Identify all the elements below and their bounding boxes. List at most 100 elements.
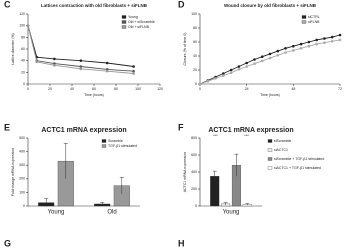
- point: [268, 52, 272, 56]
- y-tick-label: 40: [193, 54, 197, 58]
- point: [229, 68, 233, 72]
- legend-swatch: [301, 15, 307, 19]
- y-tick-label: 0: [195, 204, 197, 208]
- y-tick-label: 60: [193, 40, 197, 44]
- point: [284, 47, 287, 50]
- chart-title: Lattices contraction with old fibroblast…: [41, 3, 148, 8]
- annotation: ***: [213, 133, 218, 138]
- legend-swatch: [267, 157, 273, 161]
- point: [105, 69, 109, 73]
- point: [105, 61, 109, 65]
- y-tick-label: 20: [193, 68, 197, 72]
- chart-title: Wound closure by old fibroblasts + siFLN…: [224, 3, 317, 8]
- legend-label: Old + siFLNB: [128, 25, 150, 29]
- y-tick-label: 80: [193, 26, 197, 30]
- point: [292, 44, 295, 48]
- chart-title: ACTC1 mRNA expression: [208, 127, 293, 134]
- point: [315, 38, 318, 42]
- legend-swatch: [121, 15, 127, 19]
- point: [323, 37, 326, 40]
- y-tick-label: 120: [19, 12, 25, 16]
- y-tick-label: 100: [191, 12, 197, 16]
- x-tick-label: 20: [48, 87, 52, 91]
- x-tick-label: Old: [107, 210, 116, 216]
- legend-swatch: [121, 25, 127, 29]
- x-tick-label: 72: [338, 87, 342, 91]
- point: [253, 62, 256, 65]
- point: [229, 71, 233, 75]
- annotation: ***: [244, 133, 249, 138]
- y-tick-label: 0: [23, 82, 25, 86]
- legend-label: siScramble + TGF-β1 stimulated: [274, 157, 324, 161]
- y-axis-label: ACTC1 mRNA expression: [183, 152, 187, 193]
- legend-label: siCTRL: [308, 15, 320, 19]
- legend-swatch: [267, 139, 273, 143]
- y-tick-label: 100: [19, 190, 25, 194]
- point: [268, 56, 272, 60]
- point: [198, 82, 202, 86]
- y-tick-label: 300: [19, 163, 25, 167]
- legend-label: siScramble: [274, 139, 291, 143]
- legend-swatch: [101, 144, 107, 148]
- x-tick-label: 0: [199, 87, 201, 91]
- series-line: [27, 25, 134, 74]
- point: [237, 68, 241, 71]
- y-tick-label: 200: [191, 187, 197, 191]
- point: [338, 38, 342, 42]
- y-axis-label: Fold change mRNA expression: [11, 148, 15, 196]
- legend-swatch: [267, 166, 273, 170]
- y-tick-label: 60: [21, 47, 25, 51]
- y-tick-label: 500: [19, 136, 25, 140]
- point: [260, 55, 264, 58]
- point: [299, 47, 303, 50]
- y-tick-label: 20: [21, 70, 25, 74]
- point: [292, 49, 295, 52]
- legend-label: Scramble: [108, 139, 123, 143]
- point: [245, 61, 248, 65]
- y-tick-label: 800: [191, 136, 197, 140]
- point: [245, 65, 248, 68]
- legend-swatch: [301, 20, 307, 24]
- point: [79, 65, 83, 68]
- point: [53, 57, 56, 61]
- point: [132, 69, 135, 73]
- point: [132, 65, 135, 68]
- legend-label: Old + siScramble: [128, 20, 155, 24]
- x-tick-label: Young: [223, 210, 240, 216]
- point: [79, 67, 83, 71]
- x-tick-label: 80: [114, 87, 118, 91]
- y-tick-label: 40: [21, 59, 25, 63]
- point: [53, 64, 56, 67]
- y-tick-label: 80: [21, 35, 25, 39]
- x-tick-label: 100: [135, 87, 141, 91]
- x-tick-label: 120: [157, 87, 163, 91]
- point: [26, 24, 30, 27]
- series-line: [27, 25, 134, 67]
- panel-letter: D: [178, 0, 185, 9]
- point: [222, 72, 225, 75]
- point: [330, 35, 334, 39]
- x-tick-label: 24: [245, 87, 249, 91]
- x-tick-label: 40: [70, 87, 74, 91]
- y-tick-label: 400: [19, 150, 25, 154]
- point: [132, 72, 135, 75]
- point: [276, 54, 280, 57]
- y-tick-label: 600: [191, 153, 197, 157]
- panel-letter: C: [4, 0, 11, 9]
- point: [276, 49, 280, 53]
- panel-letter: F: [178, 122, 184, 132]
- legend-label: Young: [128, 15, 138, 19]
- point: [35, 60, 39, 64]
- y-tick-label: 400: [191, 170, 197, 174]
- x-axis-label: Time (hours): [84, 93, 104, 97]
- x-tick-label: 0: [27, 87, 29, 91]
- y-axis-label: Lattice diameter (%): [11, 33, 15, 64]
- y-tick-label: 0: [23, 204, 25, 208]
- point: [315, 42, 318, 46]
- point: [338, 33, 342, 37]
- point: [307, 40, 311, 44]
- point: [284, 51, 287, 54]
- x-tick-label: Young: [48, 210, 65, 216]
- legend-label: siFLNB: [308, 20, 320, 24]
